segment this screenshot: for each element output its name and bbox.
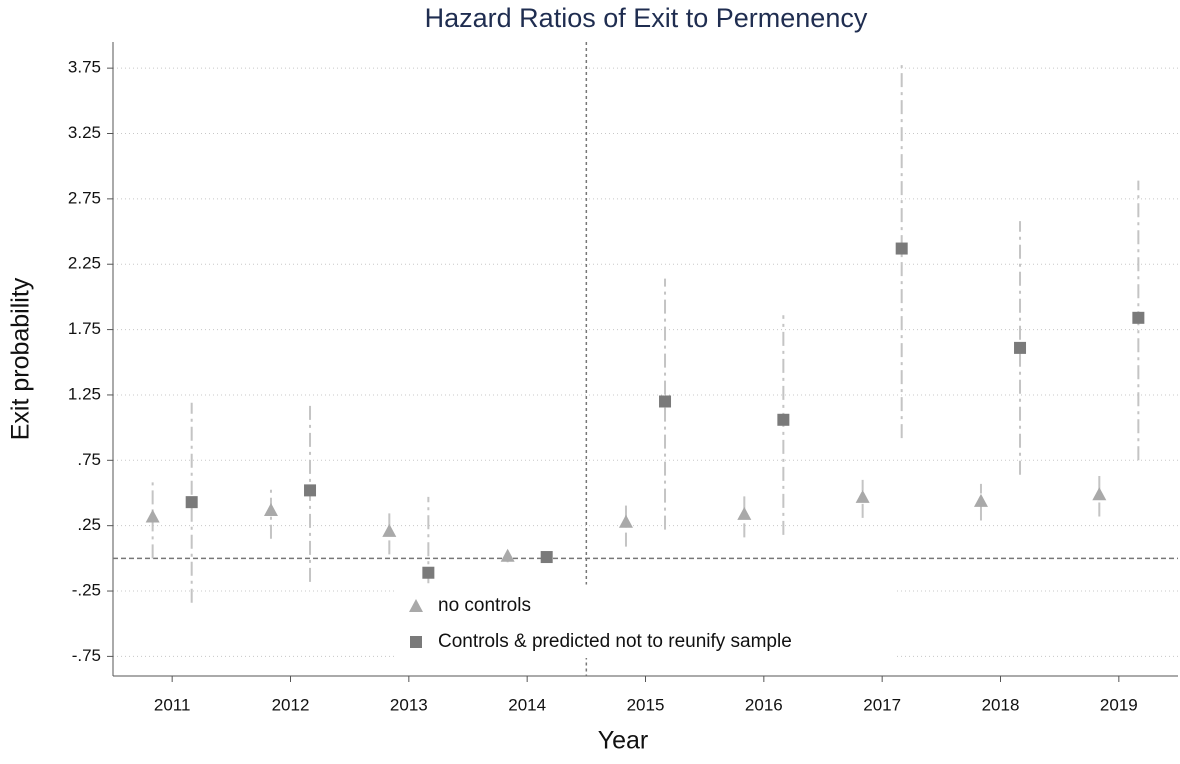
point (618, 514, 633, 528)
point (737, 506, 752, 520)
point (1014, 341, 1027, 354)
legend-label: no controls (438, 595, 531, 616)
y-tick-label: 3.75 (68, 58, 101, 77)
point (659, 395, 672, 408)
point (973, 493, 988, 507)
x-tick-label: 2011 (154, 695, 191, 714)
x-tick-label: 2019 (1100, 695, 1138, 714)
chart-title: Hazard Ratios of Exit to Permenency (425, 3, 868, 33)
y-tick-label: 3.25 (68, 123, 101, 142)
legend-label: Controls & predicted not to reunify samp… (438, 631, 792, 652)
point (304, 484, 317, 497)
x-tick-label: 2013 (390, 695, 428, 714)
x-tick-label: 2014 (508, 695, 546, 714)
x-tick-label: 2016 (745, 695, 783, 714)
y-tick-label: .75 (77, 450, 101, 469)
point (422, 566, 435, 579)
x-tick-label: 2018 (982, 695, 1020, 714)
point (263, 502, 278, 516)
point (540, 551, 553, 564)
point (1092, 487, 1107, 501)
y-tick-label: 1.75 (68, 319, 101, 338)
legend-marker (409, 599, 423, 612)
point (382, 523, 397, 537)
y-tick-label: 2.25 (68, 254, 101, 273)
x-tick-label: 2017 (863, 695, 901, 714)
x-tick-label: 2012 (272, 695, 310, 714)
y-tick-label: -.25 (72, 581, 101, 600)
legend-marker (410, 636, 422, 648)
y-tick-label: 1.25 (68, 384, 101, 403)
point (145, 509, 160, 523)
point (500, 548, 515, 562)
x-axis-label: Year (598, 727, 649, 755)
y-tick-label: 2.75 (68, 188, 101, 207)
point (185, 496, 198, 509)
y-tick-label: .25 (77, 515, 101, 534)
y-axis-label: Exit probability (7, 277, 35, 440)
x-tick-label: 2015 (627, 695, 665, 714)
point (895, 242, 908, 255)
legend-background (396, 586, 896, 658)
point (1132, 311, 1145, 324)
y-tick-label: -.75 (72, 646, 101, 665)
point (777, 413, 790, 426)
point (855, 489, 870, 503)
